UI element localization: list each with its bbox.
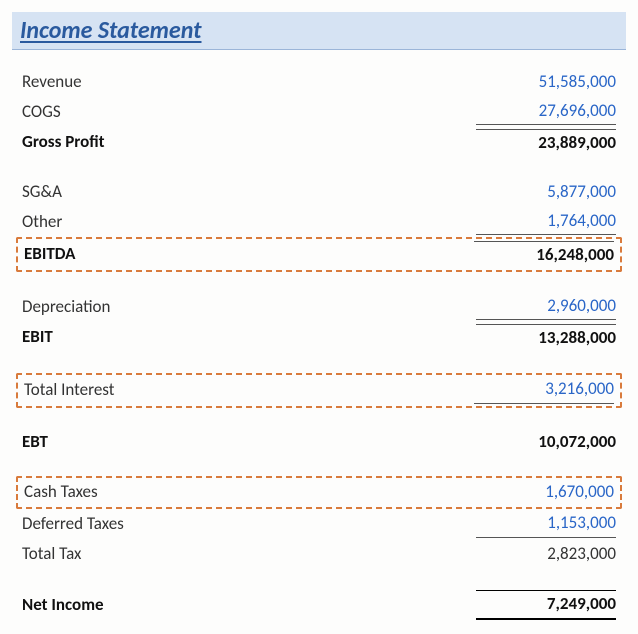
- table-row: EBIT13,288,000: [16, 322, 622, 353]
- row-gap: [16, 456, 622, 476]
- row-label: Deferred Taxes: [22, 512, 476, 537]
- table-row: Deferred Taxes1,153,000: [16, 509, 622, 540]
- row-label: EBITDA: [24, 242, 474, 267]
- row-value: 2,960,000: [476, 294, 616, 321]
- table-row: SG&A5,877,000: [16, 178, 622, 207]
- row-gap: [16, 272, 622, 292]
- row-label: EBT: [22, 430, 476, 455]
- page-title: Income Statement: [20, 16, 618, 45]
- table-row: Gross Profit23,889,000: [16, 127, 622, 158]
- row-label: Depreciation: [22, 295, 476, 320]
- row-value: 51,585,000: [476, 70, 616, 95]
- row-value: 1,764,000: [476, 209, 616, 236]
- row-value: 5,877,000: [476, 180, 616, 205]
- row-label: Total Interest: [24, 378, 474, 403]
- row-value: 1,153,000: [476, 511, 616, 538]
- table-row: Depreciation2,960,000: [16, 292, 622, 323]
- row-value: 10,072,000: [476, 430, 616, 455]
- row-value: 13,288,000: [476, 324, 616, 351]
- row-value: 1,670,000: [474, 480, 614, 505]
- table-row: Other1,764,000: [16, 207, 622, 238]
- table-row: EBITDA16,248,000: [16, 237, 622, 272]
- row-label: COGS: [22, 100, 476, 125]
- row-gap: [16, 408, 622, 428]
- row-value: 23,889,000: [476, 129, 616, 156]
- row-label: Other: [22, 210, 476, 235]
- table-row: Cash Taxes1,670,000: [16, 476, 622, 509]
- row-value: 2,823,000: [476, 542, 616, 567]
- table-row: EBT10,072,000: [16, 428, 622, 457]
- table-row: COGS27,696,000: [16, 97, 622, 128]
- row-value: 3,216,000: [474, 377, 614, 404]
- row-gap: [16, 568, 622, 588]
- table-row: Net Income7,249,000: [16, 588, 622, 622]
- row-label: Total Tax: [22, 542, 476, 567]
- row-label: Revenue: [22, 70, 476, 95]
- row-label: EBIT: [22, 325, 476, 350]
- table-row: Revenue51,585,000: [16, 68, 622, 97]
- table-row: Total Tax2,823,000: [16, 540, 622, 569]
- row-gap: [16, 353, 622, 373]
- row-gap: [16, 158, 622, 178]
- title-bar: Income Statement: [12, 12, 626, 50]
- row-label: Cash Taxes: [24, 480, 474, 505]
- row-value: 27,696,000: [476, 99, 616, 126]
- row-value: 7,249,000: [476, 590, 616, 620]
- row-value: 16,248,000: [474, 241, 614, 268]
- row-label: SG&A: [22, 180, 476, 205]
- table-row: Total Interest3,216,000: [16, 373, 622, 408]
- row-label: Gross Profit: [22, 130, 476, 155]
- income-statement-table: Revenue51,585,000COGS27,696,000Gross Pro…: [12, 68, 626, 622]
